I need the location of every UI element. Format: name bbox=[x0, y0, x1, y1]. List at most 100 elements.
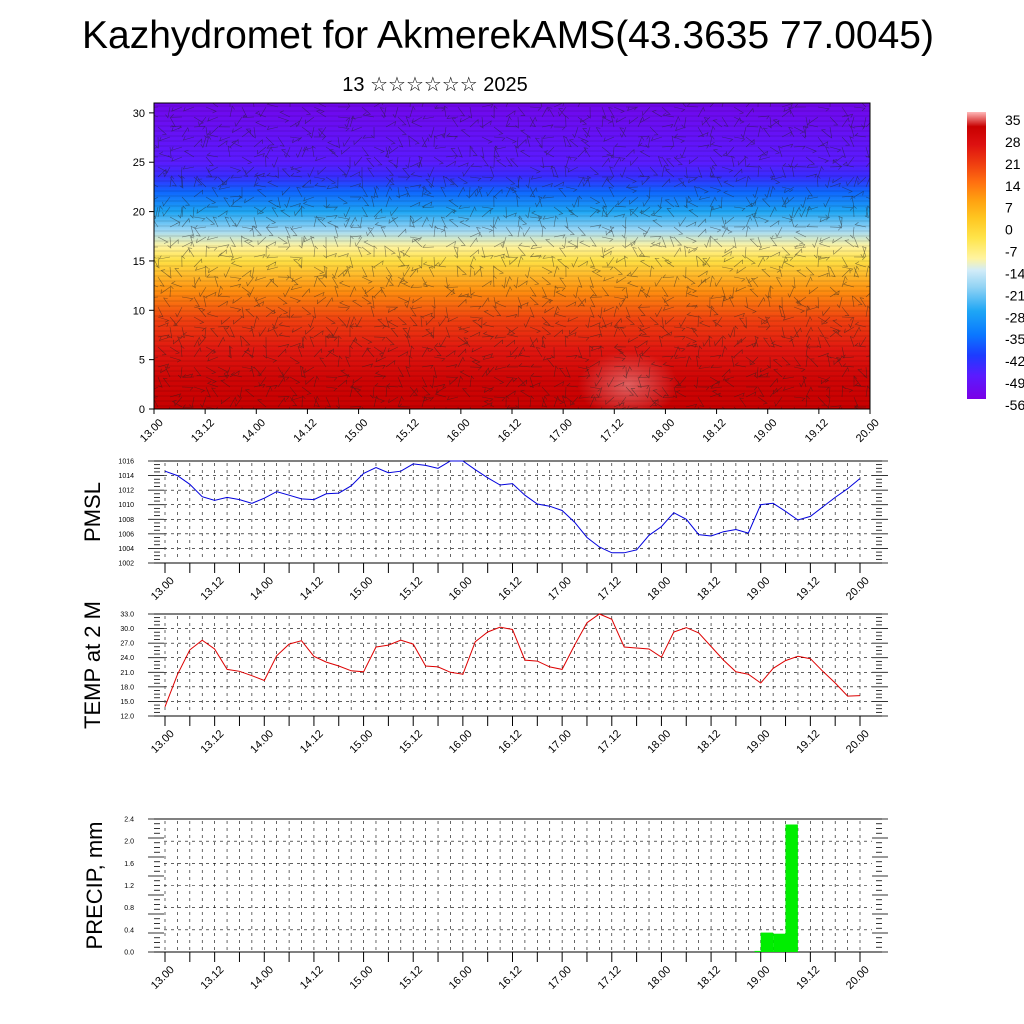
x-tick-label: 17.00 bbox=[546, 575, 574, 603]
y-tick-label: 24.0 bbox=[120, 655, 134, 662]
x-tick-label: 18.12 bbox=[695, 964, 723, 992]
y-tick-label: 5 bbox=[139, 355, 145, 367]
x-tick-label: 15.12 bbox=[394, 417, 422, 445]
y-tick-label: 0.0 bbox=[124, 950, 134, 957]
x-tick-label: 16.00 bbox=[447, 964, 475, 992]
x-tick-label: 14.00 bbox=[240, 417, 268, 445]
colorbar-label: -7 bbox=[1005, 244, 1018, 260]
x-tick-label: 14.12 bbox=[298, 964, 326, 992]
x-tick-label: 19.12 bbox=[794, 575, 822, 603]
x-tick-label: 19.12 bbox=[794, 728, 822, 756]
chart-subtitle: 13 ☆☆☆☆☆☆ 2025 bbox=[342, 74, 528, 96]
side-ticks bbox=[148, 613, 888, 717]
x-tick-label: 15.12 bbox=[397, 728, 425, 756]
x-tick-label: 16.00 bbox=[447, 728, 475, 756]
x-tick-label: 20.00 bbox=[844, 964, 872, 992]
y-tick-label: 18.0 bbox=[120, 684, 134, 691]
side-ticks bbox=[148, 460, 888, 564]
y-tick-label: 30 bbox=[133, 108, 145, 120]
y-tick-label: 30.0 bbox=[120, 626, 134, 633]
side-ticks bbox=[148, 818, 888, 953]
x-tick-label: 17.12 bbox=[596, 575, 624, 603]
precip-bar bbox=[760, 932, 774, 952]
x-tick-label: 13.12 bbox=[199, 575, 227, 603]
y-axis-label: PRECIP, mm bbox=[82, 822, 107, 950]
colorbar-label: 0 bbox=[1005, 222, 1013, 238]
colorbar-label: -56 bbox=[1005, 397, 1024, 413]
y-tick-label: 1.2 bbox=[124, 883, 134, 890]
y-tick-label: 1010 bbox=[118, 502, 134, 509]
x-tick-label: 18.00 bbox=[645, 964, 673, 992]
x-tick-label: 20.00 bbox=[844, 575, 872, 603]
colorbar-label: -49 bbox=[1005, 375, 1024, 391]
precip-bar bbox=[785, 824, 798, 952]
precip-bar bbox=[754, 950, 761, 952]
x-tick-label: 19.00 bbox=[745, 575, 773, 603]
y-tick-label: 20 bbox=[133, 207, 145, 219]
colorbar-label: -35 bbox=[1005, 331, 1024, 347]
y-tick-label: 25 bbox=[133, 157, 145, 169]
temp-series-line bbox=[164, 613, 861, 707]
y-tick-label: 21.0 bbox=[120, 670, 134, 677]
x-tick-label: 19.00 bbox=[745, 964, 773, 992]
x-tick-label: 16.12 bbox=[496, 728, 524, 756]
y-tick-label: 27.0 bbox=[120, 641, 134, 648]
x-tick-label: 18.12 bbox=[695, 728, 723, 756]
grid-lines bbox=[164, 616, 872, 714]
x-tick-label: 13.12 bbox=[199, 964, 227, 992]
x-tick-label: 15.00 bbox=[347, 964, 375, 992]
x-tick-label: 16.12 bbox=[496, 417, 524, 445]
temp-panel: 13.00 13.12 14.00 14.12 15.00 15.12 16.00 16.12… bbox=[80, 601, 888, 756]
y-tick-label: 10 bbox=[133, 305, 145, 317]
x-tick-label: 13.00 bbox=[138, 417, 166, 445]
y-tick-label: 15.0 bbox=[120, 699, 134, 706]
x-tick-label: 14.00 bbox=[248, 964, 276, 992]
x-tick-label: 15.12 bbox=[397, 575, 425, 603]
precip-panel: 13.00 13.12 14.00 14.12 15.00 15.12 16.00 16.12… bbox=[82, 817, 888, 992]
x-tick-label: 19.00 bbox=[752, 417, 780, 445]
y-tick-label: 15 bbox=[133, 256, 145, 268]
colorbar-label: -14 bbox=[1005, 265, 1024, 281]
colorbar-label: 21 bbox=[1005, 156, 1021, 172]
chart-title: Kazhydromet for AkmerekAMS(43.3635 77.00… bbox=[82, 14, 934, 57]
x-tick-label: 16.12 bbox=[496, 964, 524, 992]
y-tick-label: 33.0 bbox=[120, 612, 134, 619]
x-tick-label: 14.00 bbox=[248, 728, 276, 756]
contour-lines bbox=[154, 105, 870, 407]
x-tick-label: 13.12 bbox=[189, 417, 217, 445]
x-tick-label: 17.12 bbox=[596, 728, 624, 756]
x-tick-label: 19.12 bbox=[803, 417, 831, 445]
colorbar-label: 7 bbox=[1005, 200, 1013, 216]
y-tick-label: 0 bbox=[139, 404, 145, 416]
y-tick-label: 2.0 bbox=[124, 839, 134, 846]
x-tick-label: 14.12 bbox=[291, 417, 319, 445]
x-tick-label: 19.12 bbox=[794, 964, 822, 992]
wind-barbs bbox=[154, 103, 870, 409]
colorbar-bar bbox=[967, 112, 986, 399]
x-tick-label: 13.12 bbox=[199, 728, 227, 756]
x-tick-label: 17.12 bbox=[596, 964, 624, 992]
y-tick-label: 1.6 bbox=[124, 861, 134, 868]
colorbar-label: 35 bbox=[1005, 112, 1021, 128]
grid-lines bbox=[164, 463, 872, 561]
y-tick-label: 1002 bbox=[118, 561, 134, 568]
x-tick-label: 14.12 bbox=[298, 728, 326, 756]
colorbar: 35 28 21 14 7 0 -7 -14 -21 -28 -35 -42 -49 -56 bbox=[967, 112, 1024, 413]
colorbar-label: -21 bbox=[1005, 287, 1024, 303]
x-tick-label: 17.12 bbox=[598, 417, 626, 445]
y-tick-label: 1008 bbox=[118, 517, 134, 524]
y-tick-label: 0.8 bbox=[124, 905, 134, 912]
grid-lines bbox=[164, 821, 872, 950]
pmsl-panel: 13.00 13.12 14.00 14.12 15.00 15.12 16.00 16.12… bbox=[80, 459, 888, 603]
temperature-field bbox=[154, 103, 870, 409]
y-tick-label: 1014 bbox=[118, 473, 134, 480]
x-tick-label: 18.12 bbox=[695, 575, 723, 603]
y-tick-label: 2.4 bbox=[124, 817, 134, 824]
x-tick-label: 15.12 bbox=[397, 964, 425, 992]
x-tick-label: 18.12 bbox=[700, 417, 728, 445]
x-tick-label: 18.00 bbox=[649, 417, 677, 445]
colorbar-label: -28 bbox=[1005, 309, 1024, 325]
y-tick-label: 1016 bbox=[118, 459, 134, 466]
y-tick-label: 1004 bbox=[118, 546, 134, 553]
